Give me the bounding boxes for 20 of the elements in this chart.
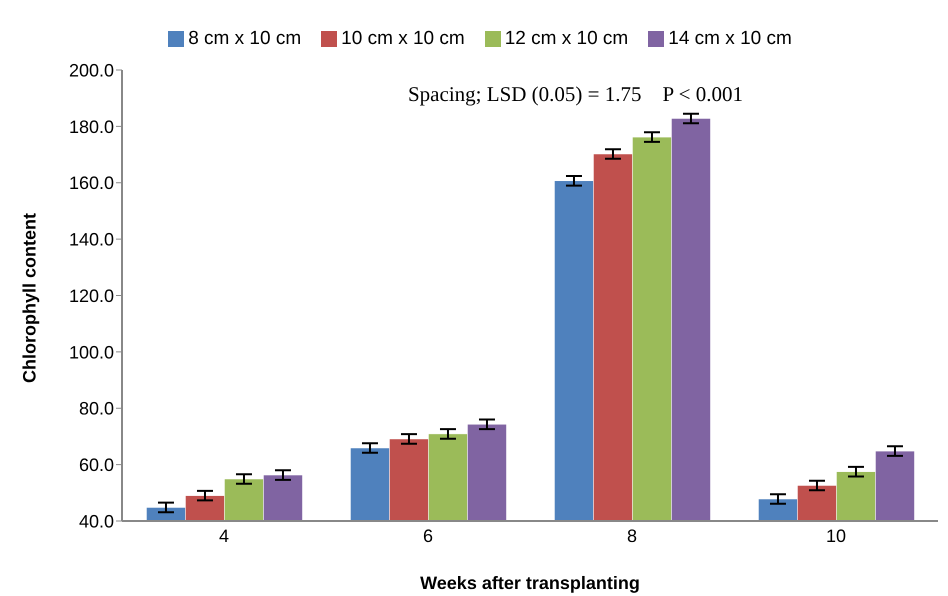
y-tick-label: 80.0 (78, 398, 114, 419)
x-tick-label: 6 (422, 526, 434, 546)
y-tick-label: 160.0 (68, 173, 114, 194)
y-axis-title: Chlorophyll content (20, 213, 40, 383)
y-tick-label: 200.0 (68, 60, 114, 80)
x-tick-label: 10 (826, 526, 846, 546)
y-tick-label: 140.0 (68, 230, 114, 250)
legend-label: 12 cm x 10 cm (504, 28, 628, 49)
x-tick-label: 4 (218, 526, 230, 546)
y-tick-label: 180.0 (68, 116, 114, 137)
legend-label: 10 cm x 10 cm (341, 28, 465, 49)
y-tick-label: 40.0 (78, 511, 114, 532)
y-tick-label: 100.0 (68, 342, 114, 362)
legend-label: 14 cm x 10 cm (668, 28, 792, 49)
x-axis-title: Weeks after transplanting (420, 573, 640, 593)
legend-label: 8 cm x 10 cm (188, 28, 302, 49)
y-tick-label: 120.0 (68, 286, 114, 306)
x-tick-label: 8 (626, 526, 638, 546)
annotation: Spacing; LSD (0.05) = 1.75 P < 0.001 (408, 82, 743, 107)
y-tick-label: 60.0 (78, 455, 114, 476)
